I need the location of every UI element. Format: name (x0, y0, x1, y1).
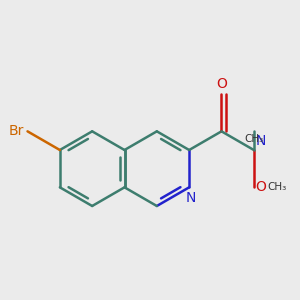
Text: O: O (256, 180, 267, 194)
Text: CH₃: CH₃ (267, 182, 286, 192)
Text: CH₃: CH₃ (244, 134, 263, 144)
Text: N: N (256, 134, 266, 148)
Text: Br: Br (8, 124, 24, 138)
Text: O: O (216, 77, 227, 91)
Text: N: N (186, 191, 196, 205)
